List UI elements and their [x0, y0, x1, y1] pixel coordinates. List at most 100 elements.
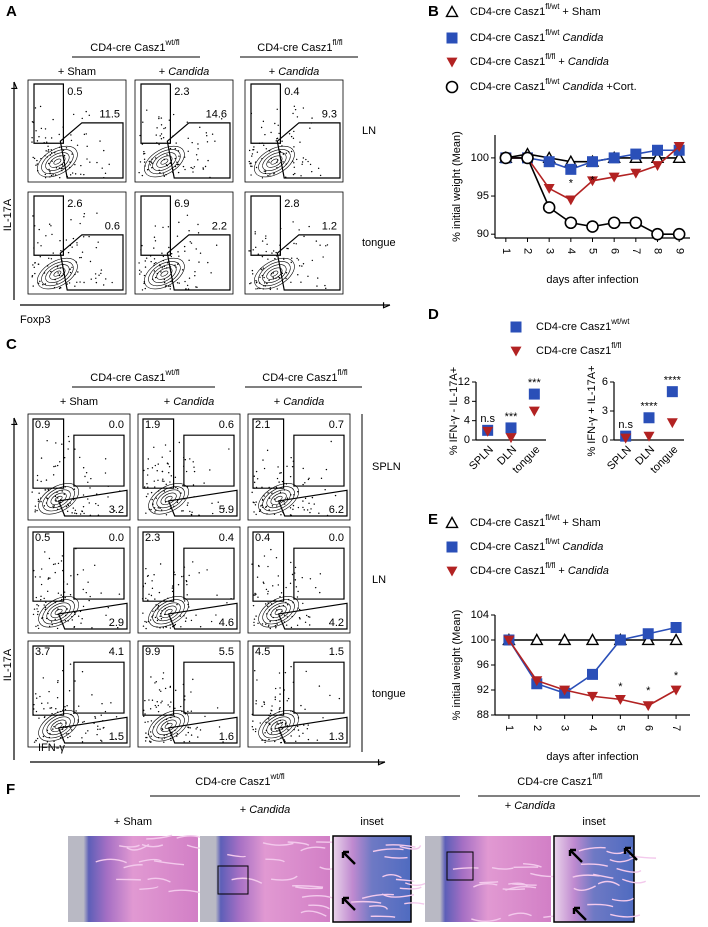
text-part: Candida: [168, 66, 209, 78]
contour: [41, 149, 74, 175]
tissue-fiber: [361, 893, 394, 900]
event-dot: [296, 596, 299, 598]
row-label: LN: [372, 574, 386, 586]
event-dot: [188, 740, 191, 743]
event-dot: [79, 256, 81, 259]
significance: ****: [664, 375, 682, 387]
tissue-fiber: [372, 848, 404, 853]
event-dot: [307, 724, 309, 726]
event-dot: [40, 245, 42, 247]
contour: [152, 152, 177, 171]
event-dot: [274, 740, 276, 743]
event-dot: [301, 576, 303, 579]
event-dot: [59, 239, 61, 242]
event-dot: [94, 564, 96, 567]
event-dot: [281, 480, 284, 483]
text-part: fl/fl: [337, 368, 347, 377]
x-axis-label: days after infection: [546, 751, 638, 763]
event-dot: [139, 161, 142, 163]
y-tick-label: 0: [464, 434, 470, 446]
event-dot: [94, 273, 97, 275]
event-dot: [71, 266, 73, 269]
event-dot: [164, 444, 167, 446]
event-dot: [82, 494, 85, 496]
group-header: CD4-cre Casz1wt/fl: [195, 772, 285, 788]
x-tick-label: 5: [614, 725, 626, 731]
event-dot: [277, 575, 280, 577]
tissue-fiber: [95, 858, 127, 864]
event-dot: [105, 614, 107, 616]
event-dot: [34, 262, 36, 264]
event-dot: [301, 161, 304, 163]
event-dot: [72, 507, 75, 509]
event-dot: [48, 257, 50, 259]
event-dot: [117, 626, 119, 629]
event-dot: [104, 710, 107, 713]
marker: [643, 431, 655, 442]
event-dot: [150, 161, 153, 163]
event-dot: [151, 699, 154, 701]
tissue-fiber: [300, 910, 327, 917]
event-dot: [276, 623, 278, 625]
event-dot: [177, 263, 179, 266]
event-dot: [285, 586, 287, 589]
event-dot: [297, 274, 299, 276]
event-dot: [267, 593, 269, 595]
event-dot: [148, 160, 151, 163]
event-dot: [51, 712, 53, 715]
event-dot: [90, 278, 92, 280]
event-dot: [309, 127, 311, 129]
event-dot: [178, 155, 180, 157]
event-dot: [181, 510, 183, 512]
event-dot: [190, 513, 193, 516]
tissue-fiber: [385, 844, 416, 848]
event-dot: [45, 479, 48, 481]
contour: [156, 716, 181, 736]
image-label: + Candida: [240, 804, 290, 816]
event-dot: [56, 697, 59, 699]
tissue-fiber: [146, 834, 173, 840]
event-dot: [83, 512, 85, 515]
event-dot: [145, 512, 147, 514]
arrow-head: [377, 759, 386, 766]
event-dot: [43, 708, 45, 710]
event-dot: [144, 287, 146, 290]
event-dot: [55, 499, 57, 501]
event-dot: [34, 505, 37, 507]
gate: [250, 83, 281, 144]
marker: [531, 676, 543, 687]
event-dot: [147, 169, 149, 171]
contour: [270, 605, 287, 618]
event-dot: [268, 279, 270, 282]
contour: [156, 602, 181, 622]
event-dot: [63, 456, 66, 459]
marker: [543, 184, 555, 194]
event-dot: [199, 729, 202, 731]
tissue-fiber: [404, 902, 425, 905]
event-dot: [157, 479, 159, 482]
event-dot: [100, 272, 102, 275]
event-dot: [82, 605, 85, 608]
gate-value: 4.2: [329, 617, 344, 629]
event-dot: [248, 149, 251, 152]
event-dot: [69, 271, 72, 274]
event-dot: [159, 507, 161, 509]
text-part: +: [58, 66, 64, 78]
event-dot: [39, 695, 41, 698]
event-dot: [260, 505, 262, 507]
event-dot: [285, 152, 288, 154]
event-dot: [76, 242, 78, 244]
event-dot: [144, 713, 146, 715]
text-part: fl/wt: [545, 28, 560, 37]
event-dot: [300, 704, 302, 707]
event-dot: [163, 480, 165, 483]
event-dot: [37, 610, 39, 613]
event-dot: [302, 157, 305, 159]
gate: [293, 434, 345, 487]
event-dot: [163, 175, 165, 177]
event-dot: [65, 147, 68, 149]
event-dot: [307, 275, 309, 277]
event-dot: [279, 472, 281, 474]
panel-label: C: [6, 336, 17, 353]
